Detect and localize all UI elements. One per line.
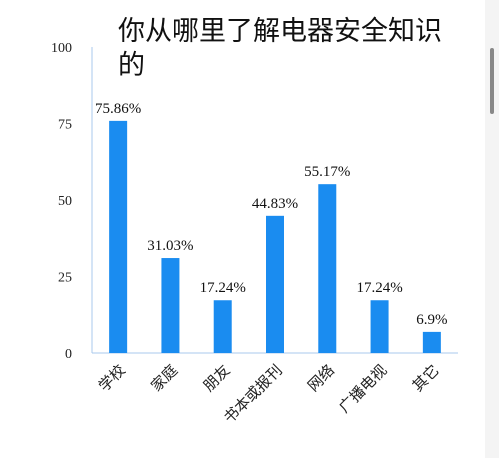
x-tick-label: 家庭 bbox=[147, 361, 181, 395]
y-tick-label: 25 bbox=[58, 271, 72, 286]
bar bbox=[161, 258, 180, 353]
data-label: 17.24% bbox=[356, 280, 402, 296]
data-label: 55.17% bbox=[304, 164, 350, 180]
bar bbox=[213, 300, 232, 353]
data-label: 6.9% bbox=[416, 312, 447, 328]
scrollbar-thumb[interactable] bbox=[490, 48, 494, 114]
chart-title-line-2: 的 bbox=[118, 50, 145, 81]
chart-title-line-1: 你从哪里了解电器安全知识 bbox=[118, 16, 442, 47]
bar bbox=[422, 331, 441, 353]
x-tick-label: 其它 bbox=[409, 361, 443, 395]
y-tick-label: 50 bbox=[58, 194, 72, 209]
x-tick-label: 朋友 bbox=[200, 361, 234, 395]
y-tick-label: 100 bbox=[51, 41, 72, 56]
y-tick-label: 0 bbox=[65, 347, 72, 362]
bar bbox=[109, 120, 128, 353]
data-label: 31.03% bbox=[147, 238, 193, 254]
chart-title: 你从哪里了解电器安全知识 的 bbox=[118, 16, 451, 81]
x-tick-label: 网络 bbox=[304, 361, 338, 395]
data-label: 44.83% bbox=[252, 196, 298, 212]
data-labels: 75.86% 31.03% 17.24% 44.83% 55.17% 17.24% 6.9% bbox=[95, 101, 447, 328]
y-axis: 0 25 50 75 100 bbox=[51, 41, 72, 362]
data-label: 75.86% bbox=[95, 101, 141, 117]
x-tick-label: 学校 bbox=[95, 361, 129, 395]
bar bbox=[266, 215, 284, 353]
data-label: 17.24% bbox=[200, 280, 246, 296]
bar bbox=[370, 300, 389, 353]
bars bbox=[109, 120, 441, 353]
scrollbar-track[interactable] bbox=[485, 0, 499, 458]
y-tick-label: 75 bbox=[58, 118, 72, 133]
x-tick-label: 广播电视 bbox=[335, 361, 390, 416]
bar bbox=[318, 184, 337, 353]
